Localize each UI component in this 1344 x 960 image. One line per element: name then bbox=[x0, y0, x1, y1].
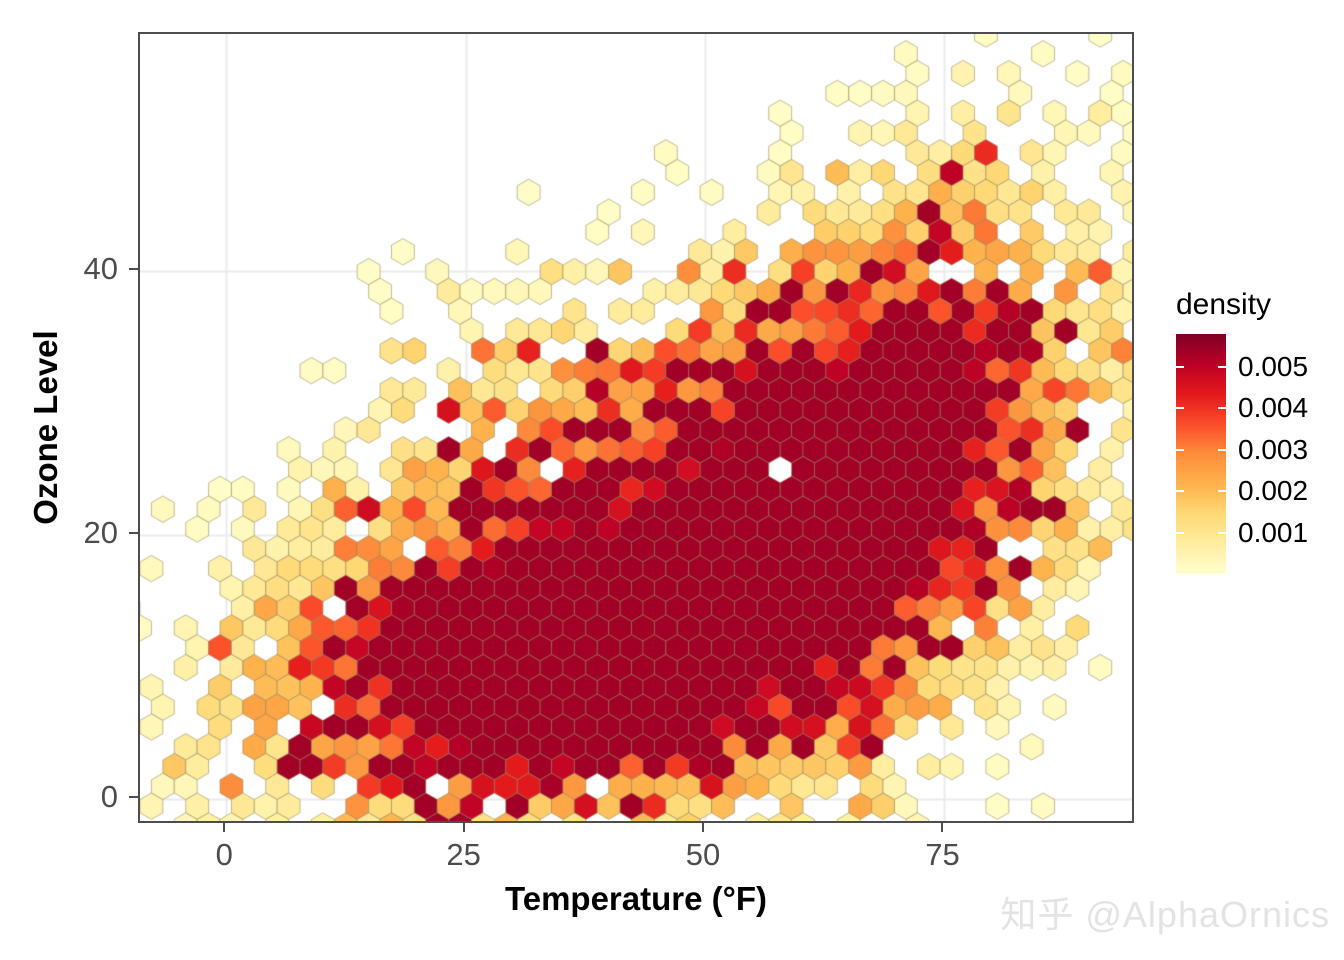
legend-tick-label: 0.005 bbox=[1238, 351, 1309, 383]
y-tick-label: 0 bbox=[100, 778, 118, 814]
legend-tick-label: 0.004 bbox=[1238, 392, 1309, 424]
x-axis-title: Temperature (°F) bbox=[505, 880, 767, 917]
y-tick-mark bbox=[129, 531, 138, 534]
y-tick-label: 40 bbox=[83, 251, 118, 287]
x-tick-mark bbox=[702, 823, 705, 832]
legend-tick-label: 0.003 bbox=[1238, 433, 1309, 465]
watermark: 知乎 @AlphaOrnics bbox=[1000, 894, 1330, 935]
x-tick-label: 75 bbox=[925, 837, 960, 872]
hexbin-layer bbox=[140, 34, 1132, 821]
legend-colorbar bbox=[1176, 334, 1226, 574]
plot-panel bbox=[138, 32, 1134, 823]
legend-title: density bbox=[1176, 288, 1272, 321]
x-tick-label: 50 bbox=[685, 837, 721, 872]
y-tick-label: 20 bbox=[83, 514, 118, 550]
y-tick-mark bbox=[129, 795, 138, 798]
x-tick-mark bbox=[462, 823, 465, 832]
legend-tick-label: 0.002 bbox=[1238, 475, 1309, 507]
legend-tick-label: 0.001 bbox=[1238, 516, 1309, 548]
x-tick-mark bbox=[941, 823, 944, 832]
y-tick-mark bbox=[129, 268, 138, 271]
x-tick-label: 25 bbox=[446, 837, 481, 872]
y-axis-title: Ozone Level bbox=[27, 330, 64, 525]
x-tick-label: 0 bbox=[215, 837, 233, 872]
x-tick-mark bbox=[223, 823, 226, 832]
